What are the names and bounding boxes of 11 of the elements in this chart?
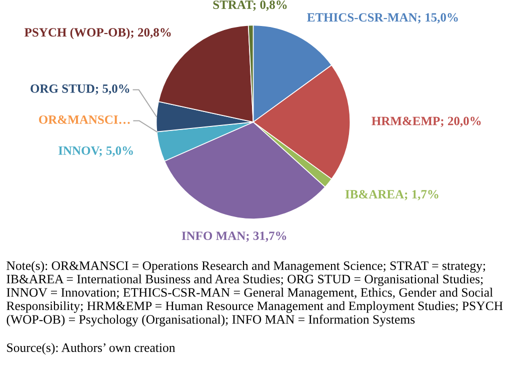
source-note: Source(s): Authors’ own creation: [7, 343, 176, 355]
slice-label: INNOV; 5,0%: [58, 146, 133, 157]
legend-label: OR&MANSCI…: [39, 115, 130, 124]
slice-label: ORG STUD; 5,0%: [30, 84, 130, 95]
slice-label: IB&AREA; 1,7%: [345, 190, 438, 200]
slice-label: STRAT; 0,8%: [213, 0, 287, 11]
slice-label: INFO MAN; 31,7%: [182, 232, 286, 242]
slice-label: PSYCH (WOP-OB); 20,8%: [24, 28, 171, 40]
text: Note(s): OR&MANSCI = Operations Research and Management Science; STRAT = strategy; IB&AREA = International Business and Area Studies; ORG STUD = Organisational Studies; INNOV = Innovation; ETHICS-CSR-MAN = General Management, Ethics, Gender and Social Responsibility; HRM&EMP = Human Resource Management and Employment Studies; PSYCH (WOP-OB) = Psychology (Organisational); INFO MAN = Information Systems: [6, 261, 503, 326]
slice-label: HRM&EMP; 20,0%: [372, 116, 481, 128]
slice-label: ETHICS-CSR-MAN; 15,0%: [307, 13, 458, 24]
